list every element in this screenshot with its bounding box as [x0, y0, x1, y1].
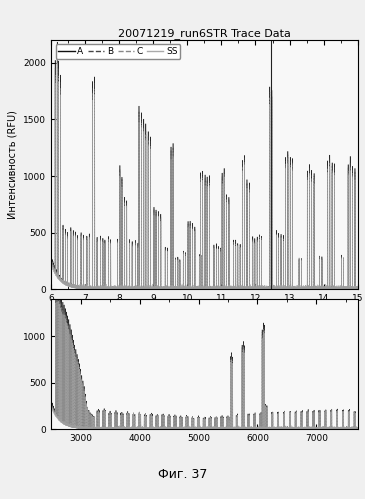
- Legend: A, B, C, SS: A, B, C, SS: [55, 44, 180, 59]
- X-axis label: Показатель сканирования (10^3): Показатель сканирования (10^3): [118, 309, 291, 319]
- Title: 20071219_run6STR Trace Data: 20071219_run6STR Trace Data: [118, 28, 291, 38]
- Y-axis label: Интенсивность (RFU): Интенсивность (RFU): [8, 110, 18, 219]
- Text: Фиг. 37: Фиг. 37: [158, 468, 207, 481]
